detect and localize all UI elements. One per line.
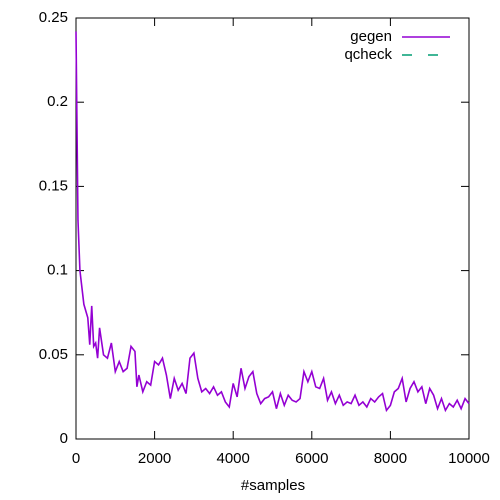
x-tick-label: 6000 bbox=[295, 450, 328, 467]
legend-label: gegen bbox=[350, 28, 392, 45]
y-tick-label: 0.1 bbox=[47, 262, 68, 279]
y-tick-label: 0.05 bbox=[39, 346, 68, 363]
x-tick-label: 4000 bbox=[217, 450, 250, 467]
x-tick-label: 2000 bbox=[138, 450, 171, 467]
y-tick-label: 0.25 bbox=[39, 9, 68, 26]
plot-border bbox=[75, 17, 470, 440]
x-tick-label: 8000 bbox=[374, 450, 407, 467]
legend-label: qcheck bbox=[344, 46, 392, 63]
series-line bbox=[75, 31, 470, 413]
x-tick-label: 10000 bbox=[448, 450, 490, 467]
x-axis-label: #samples bbox=[241, 477, 305, 494]
x-tick-label: 0 bbox=[72, 450, 80, 467]
y-tick-label: 0.15 bbox=[39, 177, 68, 194]
y-tick-label: 0.2 bbox=[47, 93, 68, 110]
y-tick-label: 0 bbox=[60, 430, 68, 447]
